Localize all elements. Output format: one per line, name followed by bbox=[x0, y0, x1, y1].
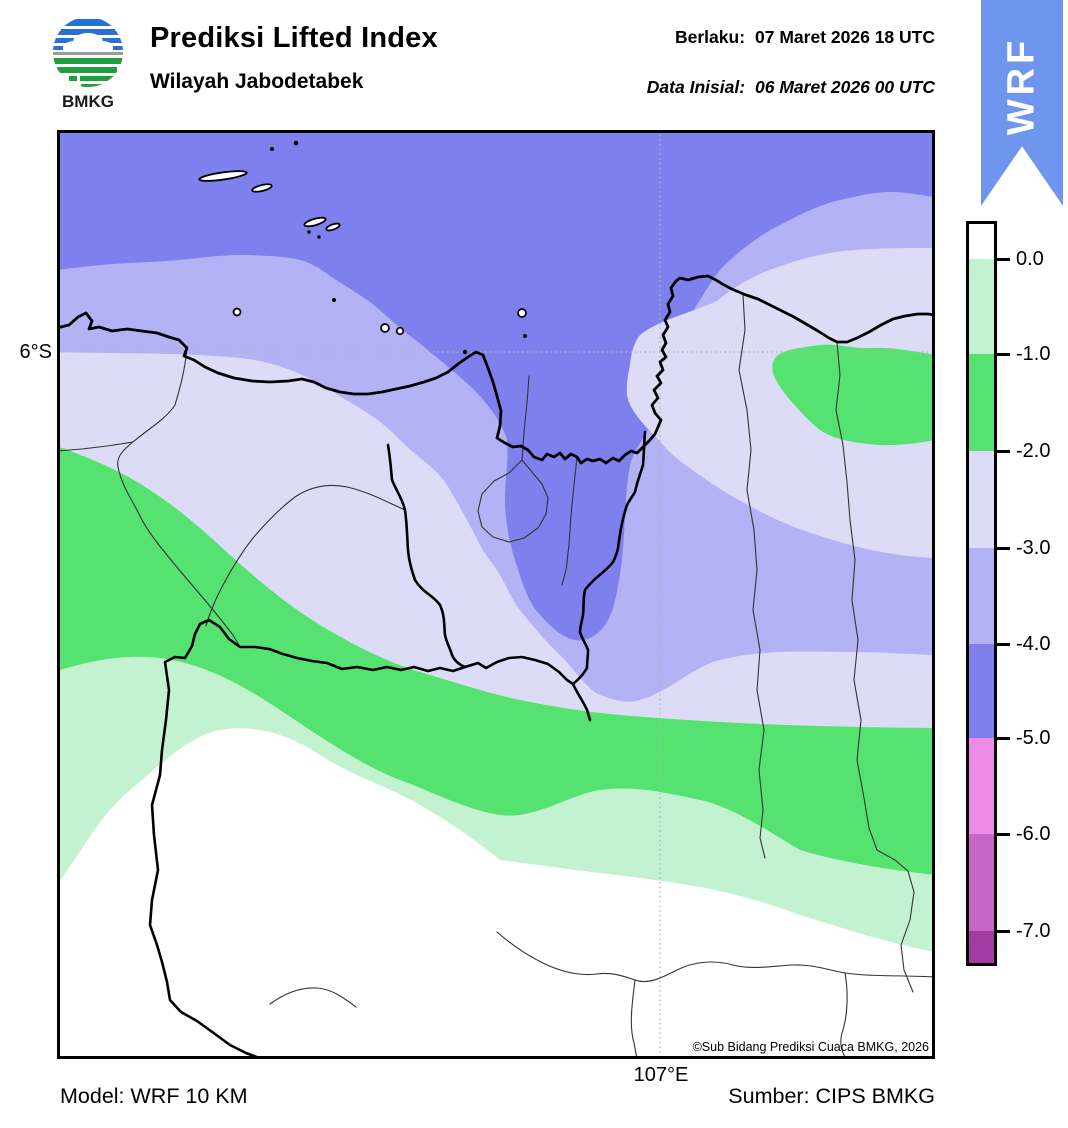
colorbar-tick bbox=[997, 929, 1010, 933]
colorbar-segment bbox=[969, 834, 994, 931]
bmkg-logo: BMKG bbox=[48, 12, 128, 111]
colorbar-tick bbox=[997, 736, 1010, 740]
colorbar: 0.0 -1.0 -2.0 -3.0 -4.0 -5.0 -6.0 -7.0 bbox=[966, 221, 1068, 966]
colorbar-tick bbox=[997, 449, 1010, 453]
bmkg-logo-icon: BMKG bbox=[52, 16, 124, 111]
colorbar-segment bbox=[969, 738, 994, 834]
map-frame bbox=[57, 130, 935, 1059]
colorbar-tick-label: -1.0 bbox=[1016, 343, 1051, 365]
colorbar-tick-label: -7.0 bbox=[1016, 920, 1051, 942]
colorbar-tick-label: -2.0 bbox=[1016, 440, 1051, 462]
lifted-index-map: ©Sub Bidang Prediksi Cuaca BMKG, 2026 bbox=[55, 130, 937, 1061]
lat-axis-label: 6°S bbox=[19, 341, 52, 363]
colorbar-segment bbox=[969, 451, 994, 548]
initial-time-label: Data Inisial: bbox=[646, 77, 746, 97]
lon-axis-label: 107°E bbox=[633, 1064, 689, 1086]
li-blob-east--1-to--2 bbox=[772, 344, 935, 446]
map-panel: ©Sub Bidang Prediksi Cuaca BMKG, 2026 bbox=[55, 130, 937, 1061]
colorbar-bar bbox=[966, 221, 997, 966]
colorbar-tick bbox=[997, 352, 1010, 356]
admin-boundaries-thin bbox=[56, 294, 936, 1060]
colorbar-segment bbox=[969, 354, 994, 451]
colorbar-segment bbox=[969, 644, 994, 738]
colorbar-tick bbox=[997, 642, 1010, 646]
valid-time-label: Berlaku: bbox=[675, 27, 746, 47]
colorbar-tick bbox=[997, 546, 1010, 550]
li-tongue-northeast--2-to--3 bbox=[626, 248, 935, 558]
colorbar-segment bbox=[969, 259, 994, 354]
valid-time-value: 07 Maret 2026 18 UTC bbox=[755, 27, 935, 47]
colorbar-tick-label: -3.0 bbox=[1016, 537, 1051, 559]
map-credit: ©Sub Bidang Prediksi Cuaca BMKG, 2026 bbox=[693, 1040, 929, 1054]
colorbar-tick-label: -5.0 bbox=[1016, 727, 1051, 749]
colorbar-segment bbox=[969, 548, 994, 644]
initial-time-value: 06 Maret 2026 00 UTC bbox=[755, 77, 935, 97]
page-title: Prediksi Lifted Index bbox=[150, 22, 438, 54]
graticule bbox=[57, 130, 935, 1059]
logo-horizon-line bbox=[53, 52, 123, 55]
colorbar-segment bbox=[969, 224, 994, 259]
logo-caption: BMKG bbox=[62, 92, 114, 110]
colorbar-tick-label: -6.0 bbox=[1016, 823, 1051, 845]
logo-cloud bbox=[63, 33, 113, 53]
wrf-ribbon: WRF bbox=[981, 0, 1063, 206]
colorbar-tick-label: 0.0 bbox=[1016, 248, 1044, 270]
colorbar-tick bbox=[997, 832, 1010, 836]
source-label: Sumber: CIPS BMKG bbox=[728, 1084, 935, 1108]
islands bbox=[198, 140, 527, 355]
initial-time-line: Data Inisial: 06 Maret 2026 00 UTC bbox=[520, 77, 935, 98]
logo-land-stripes bbox=[53, 58, 123, 87]
page-subtitle: Wilayah Jabodetabek bbox=[150, 70, 364, 93]
admin-boundaries-thick bbox=[148, 430, 647, 1061]
model-label: Model: WRF 10 KM bbox=[60, 1084, 248, 1108]
colorbar-tick bbox=[997, 257, 1010, 261]
colorbar-tick-label: -4.0 bbox=[1016, 633, 1051, 655]
li-band--4-to--5 bbox=[57, 130, 935, 641]
colorbar-segment bbox=[969, 931, 994, 963]
coastline bbox=[55, 274, 937, 465]
wrf-ribbon-label: WRF bbox=[1000, 36, 1043, 136]
valid-time-line: Berlaku: 07 Maret 2026 18 UTC bbox=[520, 27, 935, 48]
